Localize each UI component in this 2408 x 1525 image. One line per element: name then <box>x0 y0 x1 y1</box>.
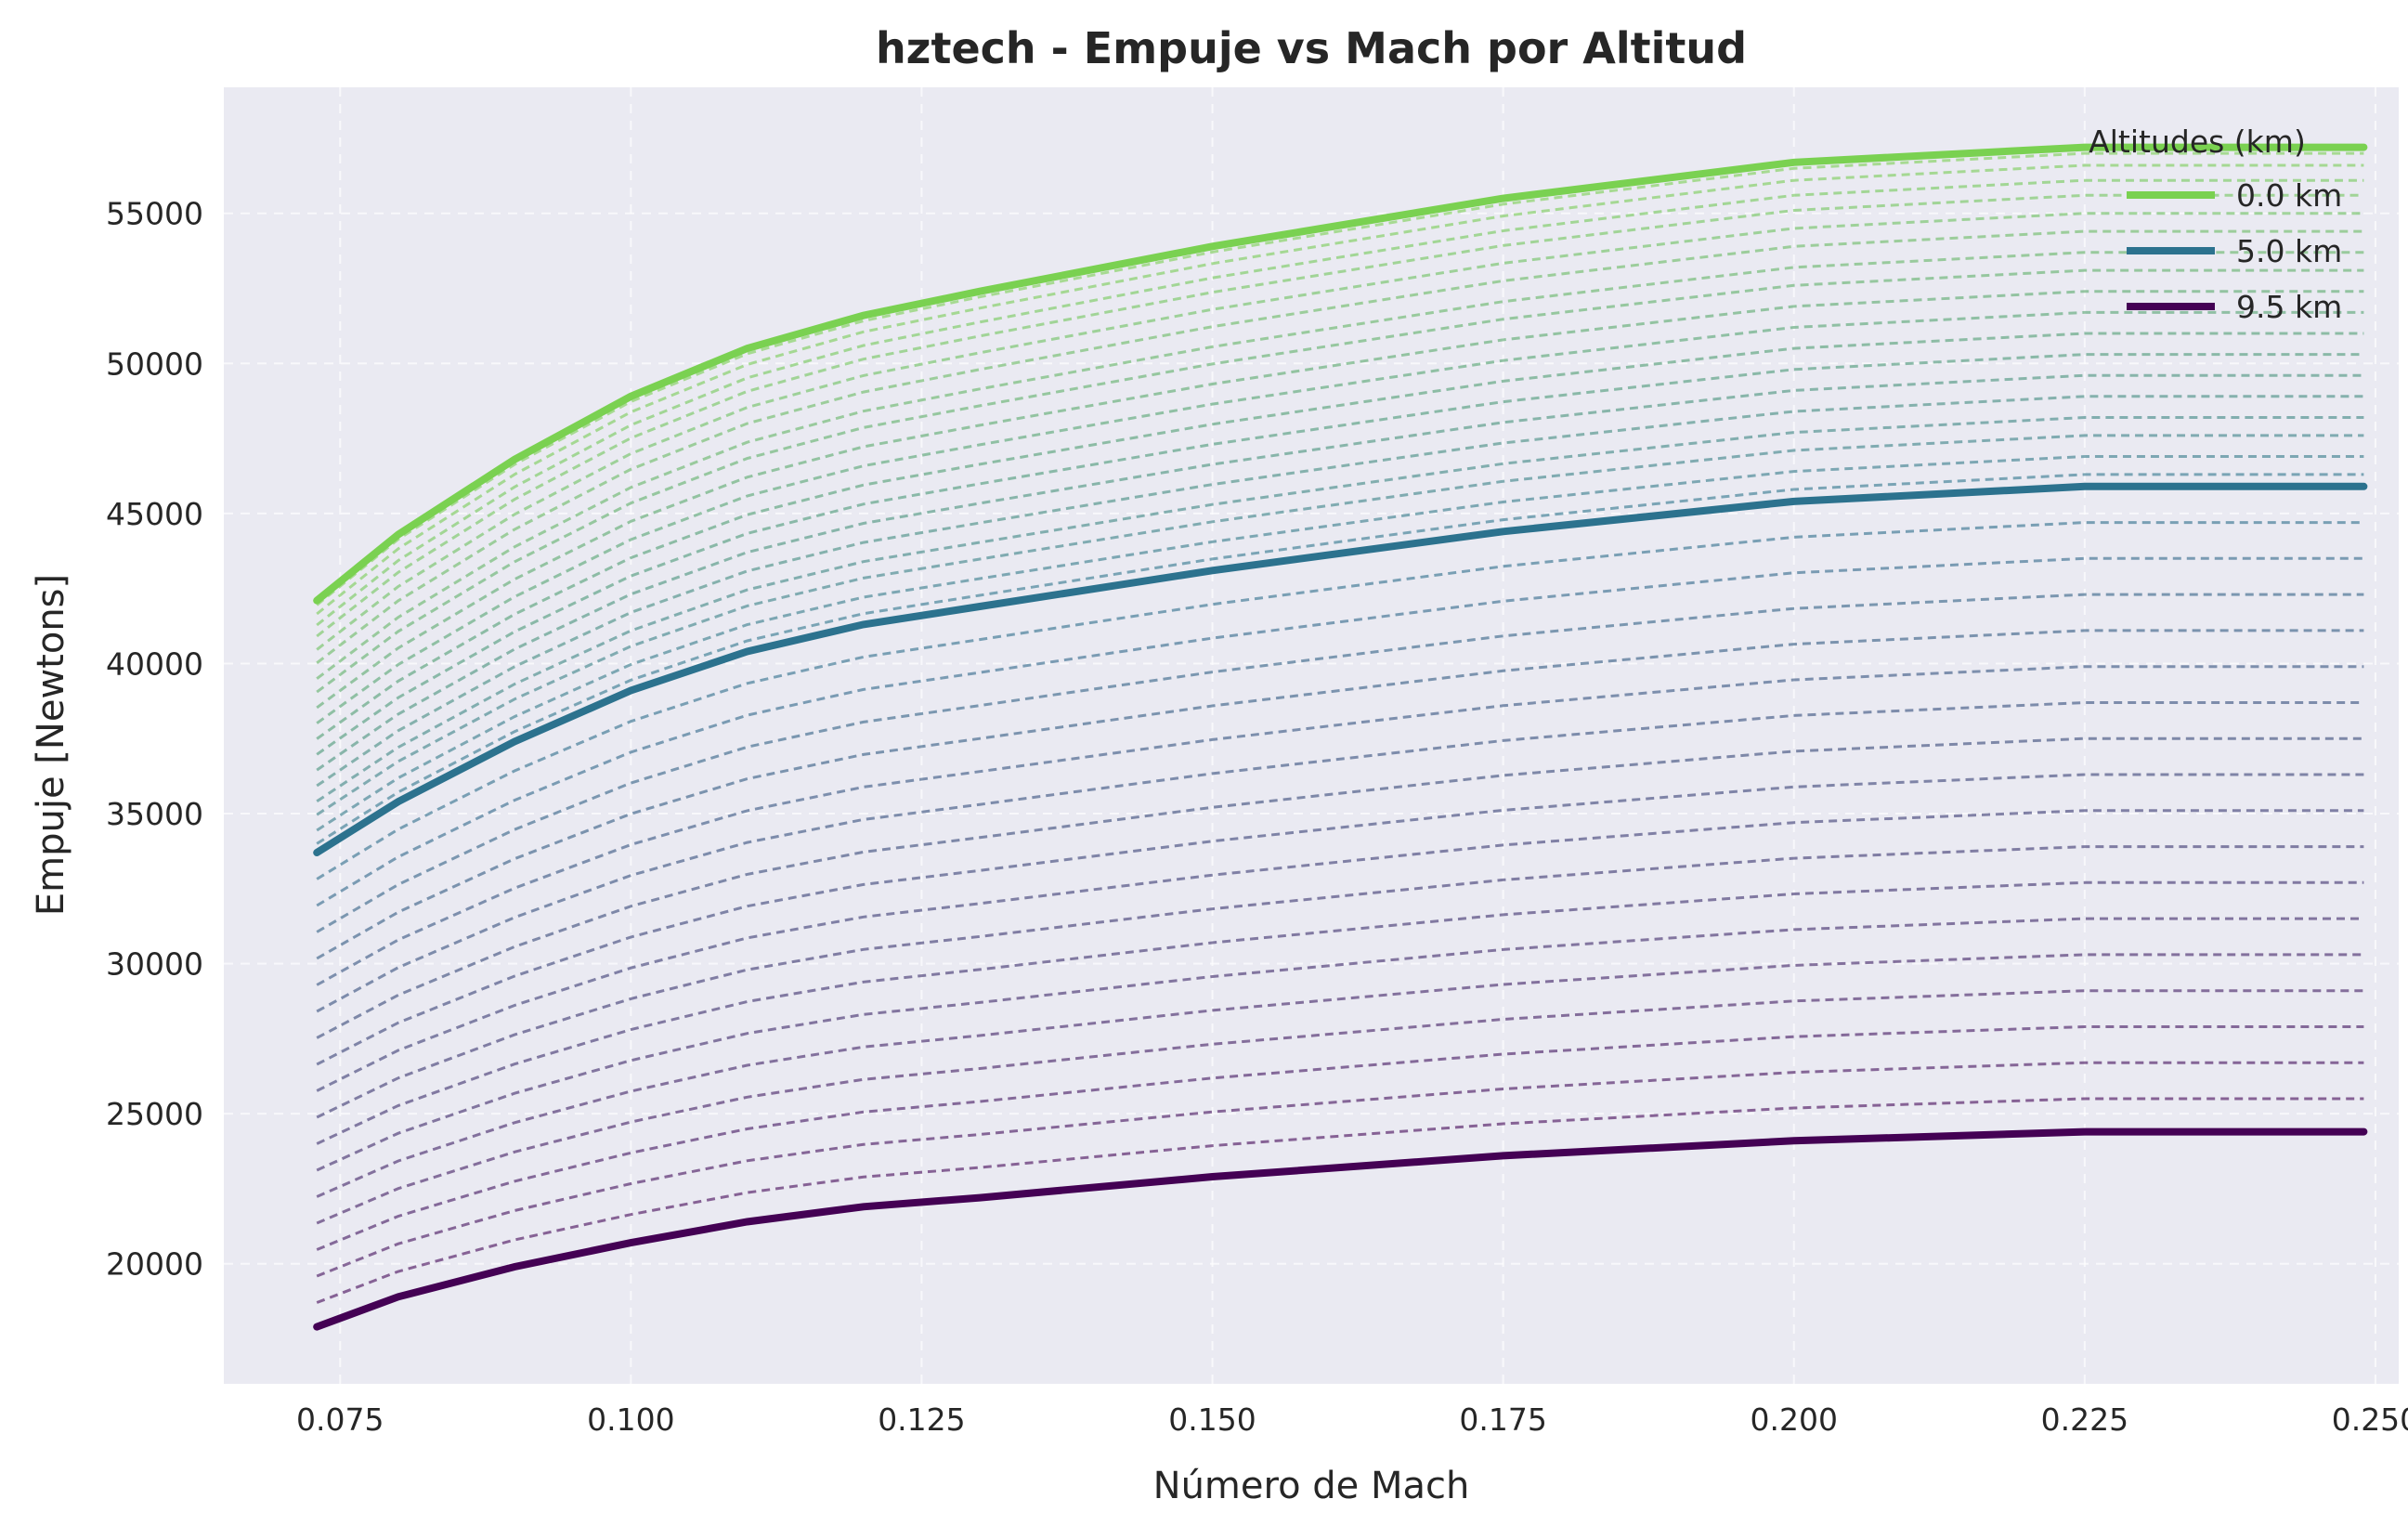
x-tick-label: 0.125 <box>878 1401 965 1438</box>
y-axis-ticks: 20000 25000 30000 35000 40000 45000 50000 55000 <box>106 196 203 1283</box>
background-series-line <box>316 917 2364 1172</box>
background-series-line <box>316 373 2364 772</box>
background-series-line <box>316 416 2364 803</box>
background-series-line <box>316 629 2364 960</box>
background-series-line <box>316 229 2364 664</box>
background-series-line <box>316 193 2364 638</box>
background-series-line <box>316 953 2364 1198</box>
y-tick-label: 30000 <box>106 946 203 983</box>
y-axis-label: Empuje [Newtons] <box>30 574 72 916</box>
y-tick-label: 20000 <box>106 1246 203 1283</box>
grid <box>224 87 2399 1384</box>
background-series-line <box>316 1097 2364 1304</box>
background-series-line <box>316 701 2364 1013</box>
background-series-line <box>316 310 2364 724</box>
legend-entry: 9.5 km <box>2236 289 2342 325</box>
legend: Altitudes (km) 0.0 km 5.0 km 9.5 km <box>2089 124 2342 325</box>
chart-title: hztech - Empuje vs Mach por Altitud <box>876 23 1747 73</box>
x-tick-label: 0.075 <box>296 1401 384 1438</box>
x-tick-label: 0.200 <box>1751 1401 1838 1438</box>
background-series-line <box>316 773 2364 1066</box>
background-series-line <box>316 845 2364 1119</box>
legend-entry: 0.0 km <box>2236 177 2342 214</box>
x-tick-label: 0.175 <box>1459 1401 1546 1438</box>
y-tick-label: 50000 <box>106 345 203 382</box>
background-series-line <box>316 665 2364 986</box>
background-series-line <box>316 989 2364 1225</box>
y-tick-label: 25000 <box>106 1096 203 1132</box>
x-tick-label: 0.150 <box>1168 1401 1256 1438</box>
background-series-line <box>316 268 2364 694</box>
background-series-line <box>316 1061 2364 1278</box>
series-line <box>313 1127 2368 1331</box>
series-line <box>313 482 2368 856</box>
y-tick-label: 35000 <box>106 796 203 832</box>
background-series-line <box>316 251 2364 680</box>
background-series-line <box>316 455 2364 832</box>
x-tick-label: 0.250 <box>2332 1401 2408 1438</box>
background-series-line <box>316 1025 2364 1251</box>
background-series-line <box>316 353 2364 756</box>
y-tick-label: 40000 <box>106 645 203 682</box>
series-line <box>313 143 2368 605</box>
x-tick-label: 0.225 <box>2041 1401 2128 1438</box>
legend-entry: 5.0 km <box>2236 233 2342 269</box>
background-series-line <box>316 332 2364 740</box>
x-axis-label: Número de Mach <box>1153 1465 1470 1507</box>
background-series-line <box>316 521 2364 880</box>
background-series-line <box>316 593 2364 933</box>
background-series-line <box>316 290 2364 710</box>
background-series-line <box>316 395 2364 788</box>
x-tick-label: 0.100 <box>587 1401 674 1438</box>
background-series-line <box>316 736 2364 1039</box>
background-series-line <box>316 473 2364 845</box>
background-series-line <box>316 212 2364 651</box>
background-series-line <box>316 434 2364 816</box>
legend-title: Altitudes (km) <box>2089 124 2306 160</box>
background-series-line <box>316 556 2364 907</box>
y-tick-label: 45000 <box>106 496 203 532</box>
plot-area <box>224 87 2399 1384</box>
background-series-lines <box>316 151 2364 1304</box>
y-tick-label: 55000 <box>106 196 203 232</box>
background-series-line <box>316 809 2364 1092</box>
background-series-line <box>316 880 2364 1145</box>
x-axis-ticks: 0.075 0.100 0.125 0.150 0.175 0.200 0.225 0.250 <box>296 1401 2408 1438</box>
highlight-series-lines <box>313 143 2368 1331</box>
